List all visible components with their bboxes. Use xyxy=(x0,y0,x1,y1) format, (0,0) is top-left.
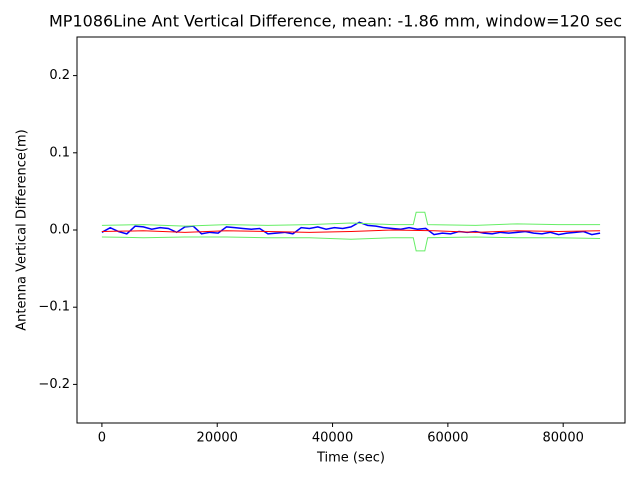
y-tick-label: −0.1 xyxy=(38,300,70,315)
series-line xyxy=(101,221,601,236)
y-tick-label: −0.2 xyxy=(38,377,70,392)
x-tick-label: 0 xyxy=(98,431,106,446)
plot-frame xyxy=(76,36,626,424)
y-tick-label: 0.1 xyxy=(49,145,70,160)
x-tick-label: 20000 xyxy=(197,431,238,446)
y-axis-label: Antenna Vertical Difference(m) xyxy=(15,129,30,330)
x-tick-label: 80000 xyxy=(543,431,584,446)
chart-title: MP1086Line Ant Vertical Difference, mean… xyxy=(49,12,622,31)
x-tick-label: 60000 xyxy=(427,431,468,446)
y-tick-label: 0.0 xyxy=(49,223,70,238)
x-tick-label: 40000 xyxy=(312,431,353,446)
series-line xyxy=(101,236,601,252)
x-axis-label: Time (sec) xyxy=(316,451,385,466)
series-line xyxy=(101,211,601,227)
y-tick-label: 0.2 xyxy=(49,68,70,83)
series-line xyxy=(101,229,601,233)
